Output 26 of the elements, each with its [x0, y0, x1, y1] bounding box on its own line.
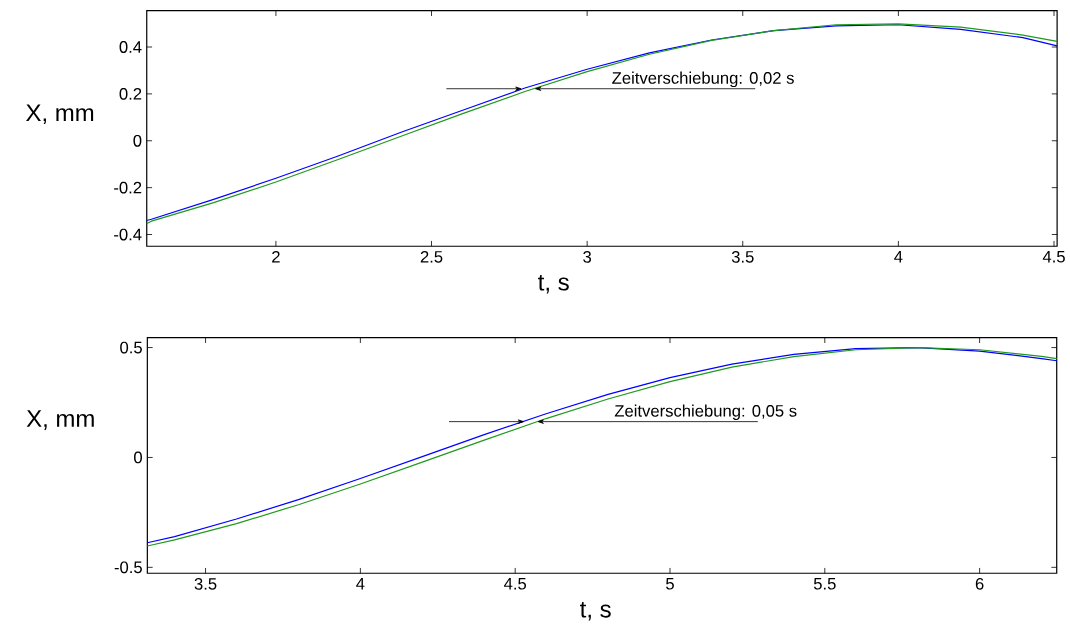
x-axis-title: t, s [538, 274, 569, 294]
x-tick-label: 4.5 [503, 578, 527, 590]
y-tick-label: 0.5 [120, 341, 142, 354]
x-tick-label: 4 [894, 251, 903, 263]
x-tick-label: 3.5 [194, 578, 217, 590]
x-tick-label: 3.5 [731, 251, 754, 263]
y-tick-label: 0.2 [119, 88, 142, 100]
annotation: Zeitverschiebung: 0,02 s [612, 71, 794, 88]
y-axis-title: X, mm [26, 104, 94, 125]
annotation: Zeitverschiebung: 0,05 s [614, 404, 797, 421]
y-tick-label: 0 [134, 451, 142, 464]
y-tick-label: 0 [133, 134, 142, 147]
y-tick-label: -0.5 [114, 561, 142, 574]
x-tick-label: 6 [975, 578, 984, 590]
y-axis-title: X, mm [26, 410, 94, 430]
x-tick-label: 5 [666, 578, 674, 590]
x-tick-label: 2 [272, 251, 280, 263]
x-tick-label: 5.5 [813, 578, 836, 590]
y-tick-label: -0.2 [114, 181, 142, 194]
x-tick-label: 2.5 [420, 251, 443, 263]
y-tick-label: -0.4 [114, 228, 142, 241]
x-tick-label: 4.5 [1042, 251, 1065, 263]
x-tick-label: 3 [583, 251, 592, 263]
y-tick-label: 0.4 [119, 41, 142, 53]
x-tick-label: 4 [356, 578, 365, 590]
x-axis-title: t, s [580, 601, 611, 621]
